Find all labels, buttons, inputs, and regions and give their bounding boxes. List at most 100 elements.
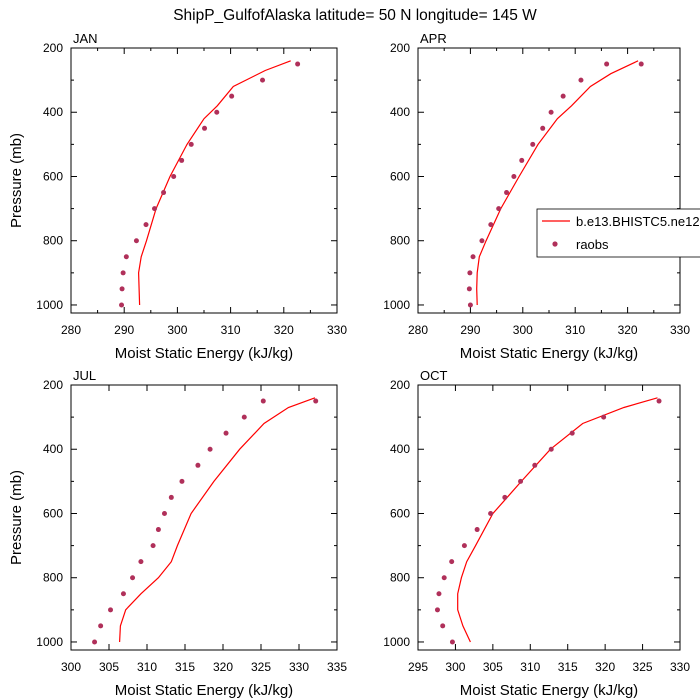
legend-box bbox=[536, 208, 700, 258]
x-tick-label: 300 bbox=[167, 323, 187, 337]
panel-label: JAN bbox=[73, 31, 98, 46]
x-tick-label: 315 bbox=[558, 660, 578, 674]
model-line bbox=[119, 397, 316, 643]
x-tick-label: 310 bbox=[565, 323, 585, 337]
x-tick-label: 325 bbox=[633, 660, 653, 674]
y-tick-label: 600 bbox=[390, 506, 410, 520]
x-axis-label: Moist Static Energy (kJ/kg) bbox=[115, 682, 293, 699]
x-tick-label: 305 bbox=[99, 660, 119, 674]
y-tick-label: 200 bbox=[390, 378, 410, 392]
raobs-point bbox=[532, 462, 538, 468]
plot-frame bbox=[70, 384, 338, 651]
raobs-point bbox=[578, 77, 584, 83]
raobs-point bbox=[656, 398, 662, 404]
x-axis-label: Moist Static Energy (kJ/kg) bbox=[460, 345, 638, 362]
x-tick-label: 320 bbox=[274, 323, 294, 337]
model-line bbox=[137, 60, 291, 306]
raobs-point bbox=[434, 607, 440, 613]
raobs-point bbox=[436, 591, 442, 597]
y-tick-label: 400 bbox=[43, 442, 63, 456]
raobs-point bbox=[638, 61, 644, 67]
y-tick-label: 600 bbox=[43, 169, 63, 183]
raobs-point bbox=[98, 623, 104, 629]
y-tick-label: 200 bbox=[43, 41, 63, 55]
y-tick-label: 800 bbox=[43, 234, 63, 248]
model-line bbox=[476, 60, 639, 306]
x-tick-label: 320 bbox=[595, 660, 615, 674]
y-tick-label: 800 bbox=[390, 571, 410, 585]
raobs-point bbox=[207, 446, 213, 452]
panel-jul: 300 305 310 315 320 325 330 335 200 400 600 800 1000… bbox=[8, 368, 347, 699]
panel-oct: 295 300 305 310 315 320 325 330 200 400 600 800 1000… bbox=[383, 368, 690, 699]
panels: 280 290 300 310 320 330 200 400 600 800 1000 JAN Moi… bbox=[8, 31, 690, 699]
x-tick-label: 290 bbox=[114, 323, 134, 337]
raobs-point bbox=[604, 61, 610, 67]
raobs-point bbox=[223, 430, 229, 436]
raobs-point bbox=[161, 510, 167, 516]
panel-label: APR bbox=[420, 31, 447, 46]
y-tick-label: 1000 bbox=[383, 635, 410, 649]
y-tick-label: 1000 bbox=[36, 298, 63, 312]
legend-label-obs: raobs bbox=[576, 237, 609, 252]
figure-title: ShipP_GulfofAlaska latitude= 50 N longit… bbox=[173, 7, 537, 24]
plot-frame bbox=[417, 384, 681, 651]
raobs-point bbox=[188, 141, 194, 147]
raobs-point bbox=[548, 446, 554, 452]
raobs-point bbox=[241, 414, 247, 420]
legend-obs-marker bbox=[552, 241, 558, 247]
raobs-point bbox=[313, 398, 319, 404]
raobs-point bbox=[449, 559, 455, 565]
legend-label-model: b.e13.BHISTC5.ne120 bbox=[576, 214, 700, 229]
raobs-point bbox=[488, 222, 494, 228]
raobs-point bbox=[123, 254, 129, 260]
raobs-point bbox=[150, 543, 156, 549]
raobs-point bbox=[440, 623, 446, 629]
raobs-point bbox=[496, 206, 502, 212]
raobs-point bbox=[120, 270, 126, 276]
x-tick-label: 310 bbox=[520, 660, 540, 674]
raobs-point bbox=[504, 190, 510, 196]
y-tick-label: 800 bbox=[43, 571, 63, 585]
x-tick-label: 295 bbox=[408, 660, 428, 674]
raobs-point bbox=[171, 173, 177, 179]
raobs-point bbox=[548, 109, 554, 115]
panel-apr: 280 290 300 310 320 330 200 400 600 800 1000 APR Moi… bbox=[383, 31, 690, 362]
raobs-point bbox=[143, 222, 149, 228]
raobs-point bbox=[502, 494, 508, 500]
y-tick-label: 800 bbox=[390, 234, 410, 248]
panel-jan: 280 290 300 310 320 330 200 400 600 800 1000 JAN Moi… bbox=[8, 31, 347, 362]
y-axis-label: Pressure (mb) bbox=[8, 470, 25, 565]
raobs-point bbox=[133, 238, 139, 244]
x-tick-label: 280 bbox=[61, 323, 81, 337]
y-tick-label: 600 bbox=[43, 506, 63, 520]
raobs-point bbox=[461, 543, 467, 549]
raobs-point bbox=[466, 286, 472, 292]
raobs-point bbox=[467, 302, 473, 308]
raobs-point bbox=[560, 93, 566, 99]
raobs-point bbox=[138, 559, 144, 565]
legend: b.e13.BHISTC5.ne120 raobs bbox=[536, 208, 700, 258]
x-tick-label: 330 bbox=[289, 660, 309, 674]
raobs-point bbox=[474, 527, 480, 533]
y-tick-label: 400 bbox=[390, 105, 410, 119]
raobs-point bbox=[295, 61, 301, 67]
raobs-point bbox=[467, 270, 473, 276]
raobs-point bbox=[152, 206, 158, 212]
raobs-point bbox=[260, 77, 266, 83]
raobs-point bbox=[519, 157, 525, 163]
raobs-point bbox=[511, 173, 517, 179]
raobs-point bbox=[470, 254, 476, 260]
x-tick-label: 325 bbox=[251, 660, 271, 674]
plot-frame bbox=[70, 47, 338, 314]
raobs-point bbox=[441, 575, 447, 581]
raobs-point bbox=[260, 398, 266, 404]
x-tick-label: 300 bbox=[61, 660, 81, 674]
x-tick-label: 305 bbox=[483, 660, 503, 674]
raobs-point bbox=[540, 125, 546, 131]
x-tick-label: 280 bbox=[408, 323, 428, 337]
x-tick-label: 330 bbox=[327, 323, 347, 337]
raobs-point bbox=[161, 190, 167, 196]
panel-label: OCT bbox=[420, 368, 448, 383]
raobs-point bbox=[130, 575, 136, 581]
